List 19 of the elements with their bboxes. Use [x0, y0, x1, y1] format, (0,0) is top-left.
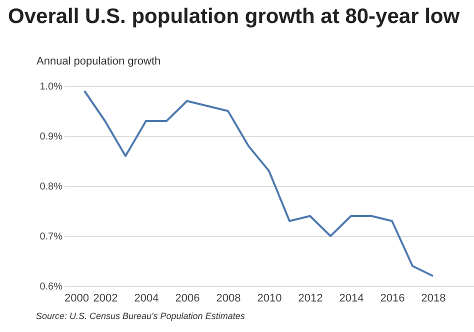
x-tick-label: 2018 — [421, 292, 446, 304]
x-tick-label: 2008 — [216, 292, 241, 304]
source-note: Source: U.S. Census Bureau's Population Estimates — [36, 311, 246, 321]
x-tick-label: 2000 — [64, 292, 89, 304]
x-tick-label: 2012 — [298, 292, 323, 304]
x-tick-label: 2016 — [380, 292, 405, 304]
y-tick-label: 0.8% — [40, 182, 63, 192]
x-tick-label: 2002 — [93, 292, 118, 304]
x-tick-label: 2004 — [134, 292, 159, 304]
y-tick-label: 0.6% — [40, 282, 63, 292]
y-tick-label: 1.0% — [40, 82, 63, 92]
line-series — [84, 90, 434, 277]
y-tick-label: 0.7% — [40, 232, 63, 242]
x-tick-label: 2014 — [339, 292, 364, 304]
chart-title: Overall U.S. population growth at 80-year low — [8, 5, 460, 28]
x-tick-label: 2006 — [175, 292, 200, 304]
x-tick-label: 2010 — [257, 292, 282, 304]
y-tick-label: 0.9% — [40, 132, 63, 142]
y-axis-title: Annual population growth — [36, 56, 161, 68]
